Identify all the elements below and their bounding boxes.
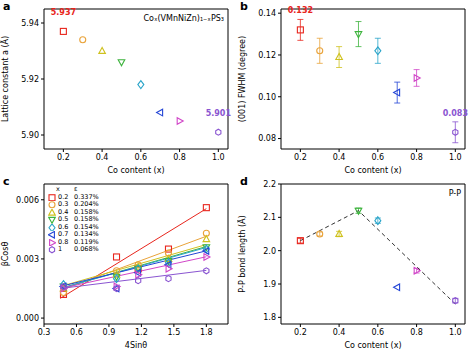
html-text:0.204%: 0.204% — [74, 200, 99, 208]
svg-text:0.132: 0.132 — [288, 6, 313, 15]
svg-text:P-P: P-P — [449, 189, 462, 198]
html-text:0.7: 0.7 — [58, 230, 69, 238]
html-text:0.4: 0.4 — [58, 207, 69, 216]
svg-text:0.12: 0.12 — [258, 51, 276, 60]
html-text:0.119%: 0.119% — [74, 237, 99, 246]
svg-text:0.8: 0.8 — [410, 153, 423, 162]
svg-text:5.92: 5.92 — [21, 75, 39, 84]
svg-text:2.0: 2.0 — [263, 247, 276, 256]
svg-text:1.8: 1.8 — [263, 313, 276, 322]
svg-text:0.083: 0.083 — [443, 109, 468, 118]
svg-text:0.6: 0.6 — [70, 328, 83, 337]
html-text:0.158%: 0.158% — [74, 215, 99, 223]
svg-text:5.937: 5.937 — [51, 8, 76, 17]
svg-text:0.2: 0.2 — [294, 328, 307, 337]
svg-text:2.1: 2.1 — [263, 213, 276, 222]
svg-text:0.6: 0.6 — [371, 153, 384, 162]
html-text:0.154%: 0.154% — [74, 222, 99, 231]
svg-text:4Sinθ: 4Sinθ — [125, 341, 147, 350]
svg-text:2.2: 2.2 — [263, 180, 276, 189]
svg-text:5.901: 5.901 — [206, 109, 232, 118]
svg-text:0.6: 0.6 — [371, 328, 384, 337]
html-text:0.6: 0.6 — [58, 222, 69, 231]
svg-text:1.5: 1.5 — [168, 328, 181, 337]
svg-text:0.9: 0.9 — [103, 328, 116, 337]
html-text:0.5: 0.5 — [58, 215, 69, 223]
svg-text:Coₓ(VMnNiZn)₁₋ₓPS₃: Coₓ(VMnNiZn)₁₋ₓPS₃ — [143, 14, 224, 23]
svg-text:0.6: 0.6 — [134, 153, 147, 162]
svg-text:0.006: 0.006 — [16, 196, 39, 205]
svg-text:0.8: 0.8 — [410, 328, 423, 337]
html-text:0.068%: 0.068% — [74, 245, 99, 253]
svg-text:P-P bond length (Å): P-P bond length (Å) — [237, 215, 247, 292]
svg-text:1.0: 1.0 — [449, 153, 462, 162]
svg-text:0.10: 0.10 — [258, 93, 276, 102]
svg-text:5.94: 5.94 — [21, 19, 39, 28]
html-text:0.2: 0.2 — [58, 192, 69, 201]
svg-text:d: d — [240, 175, 248, 188]
svg-text:0.003: 0.003 — [16, 255, 39, 264]
svg-text:0.08: 0.08 — [258, 134, 276, 143]
svg-text:a: a — [3, 0, 10, 13]
svg-text:0.2: 0.2 — [294, 153, 307, 162]
html-text:1: 1 — [58, 245, 63, 253]
html-text:ε: ε — [74, 185, 78, 193]
svg-text:0.14: 0.14 — [258, 9, 276, 18]
svg-text:0.8: 0.8 — [173, 153, 186, 162]
html-text:x: x — [56, 185, 60, 193]
svg-text:Lattice constant a (Å): Lattice constant a (Å) — [0, 36, 10, 122]
svg-text:1.2: 1.2 — [135, 328, 148, 337]
html-text:0.337%: 0.337% — [74, 192, 99, 201]
html-text:0.158%: 0.158% — [74, 207, 99, 216]
svg-text:1.9: 1.9 — [263, 280, 276, 289]
svg-text:b: b — [240, 0, 248, 13]
html-text:0.134%: 0.134% — [74, 230, 99, 238]
svg-text:0.3: 0.3 — [38, 328, 51, 337]
svg-text:c: c — [3, 175, 10, 188]
svg-text:(001) FWHM (degree): (001) FWHM (degree) — [238, 36, 247, 122]
svg-text:0.2: 0.2 — [57, 153, 70, 162]
svg-text:Co content (x): Co content (x) — [107, 166, 164, 175]
svg-text:Co content (x): Co content (x) — [344, 166, 401, 175]
svg-text:0.4: 0.4 — [333, 328, 346, 337]
svg-text:1.0: 1.0 — [449, 328, 462, 337]
svg-text:0.000: 0.000 — [16, 314, 39, 323]
svg-text:5.90: 5.90 — [21, 131, 39, 140]
html-text:0.3: 0.3 — [58, 200, 69, 208]
svg-text:0.4: 0.4 — [333, 153, 346, 162]
svg-text:0.4: 0.4 — [96, 153, 109, 162]
html-text:0.8: 0.8 — [58, 237, 69, 246]
svg-text:1.8: 1.8 — [200, 328, 213, 337]
svg-text:Co content (x): Co content (x) — [344, 341, 401, 350]
svg-text:βCosθ: βCosθ — [1, 242, 10, 267]
svg-text:1.0: 1.0 — [212, 153, 225, 162]
